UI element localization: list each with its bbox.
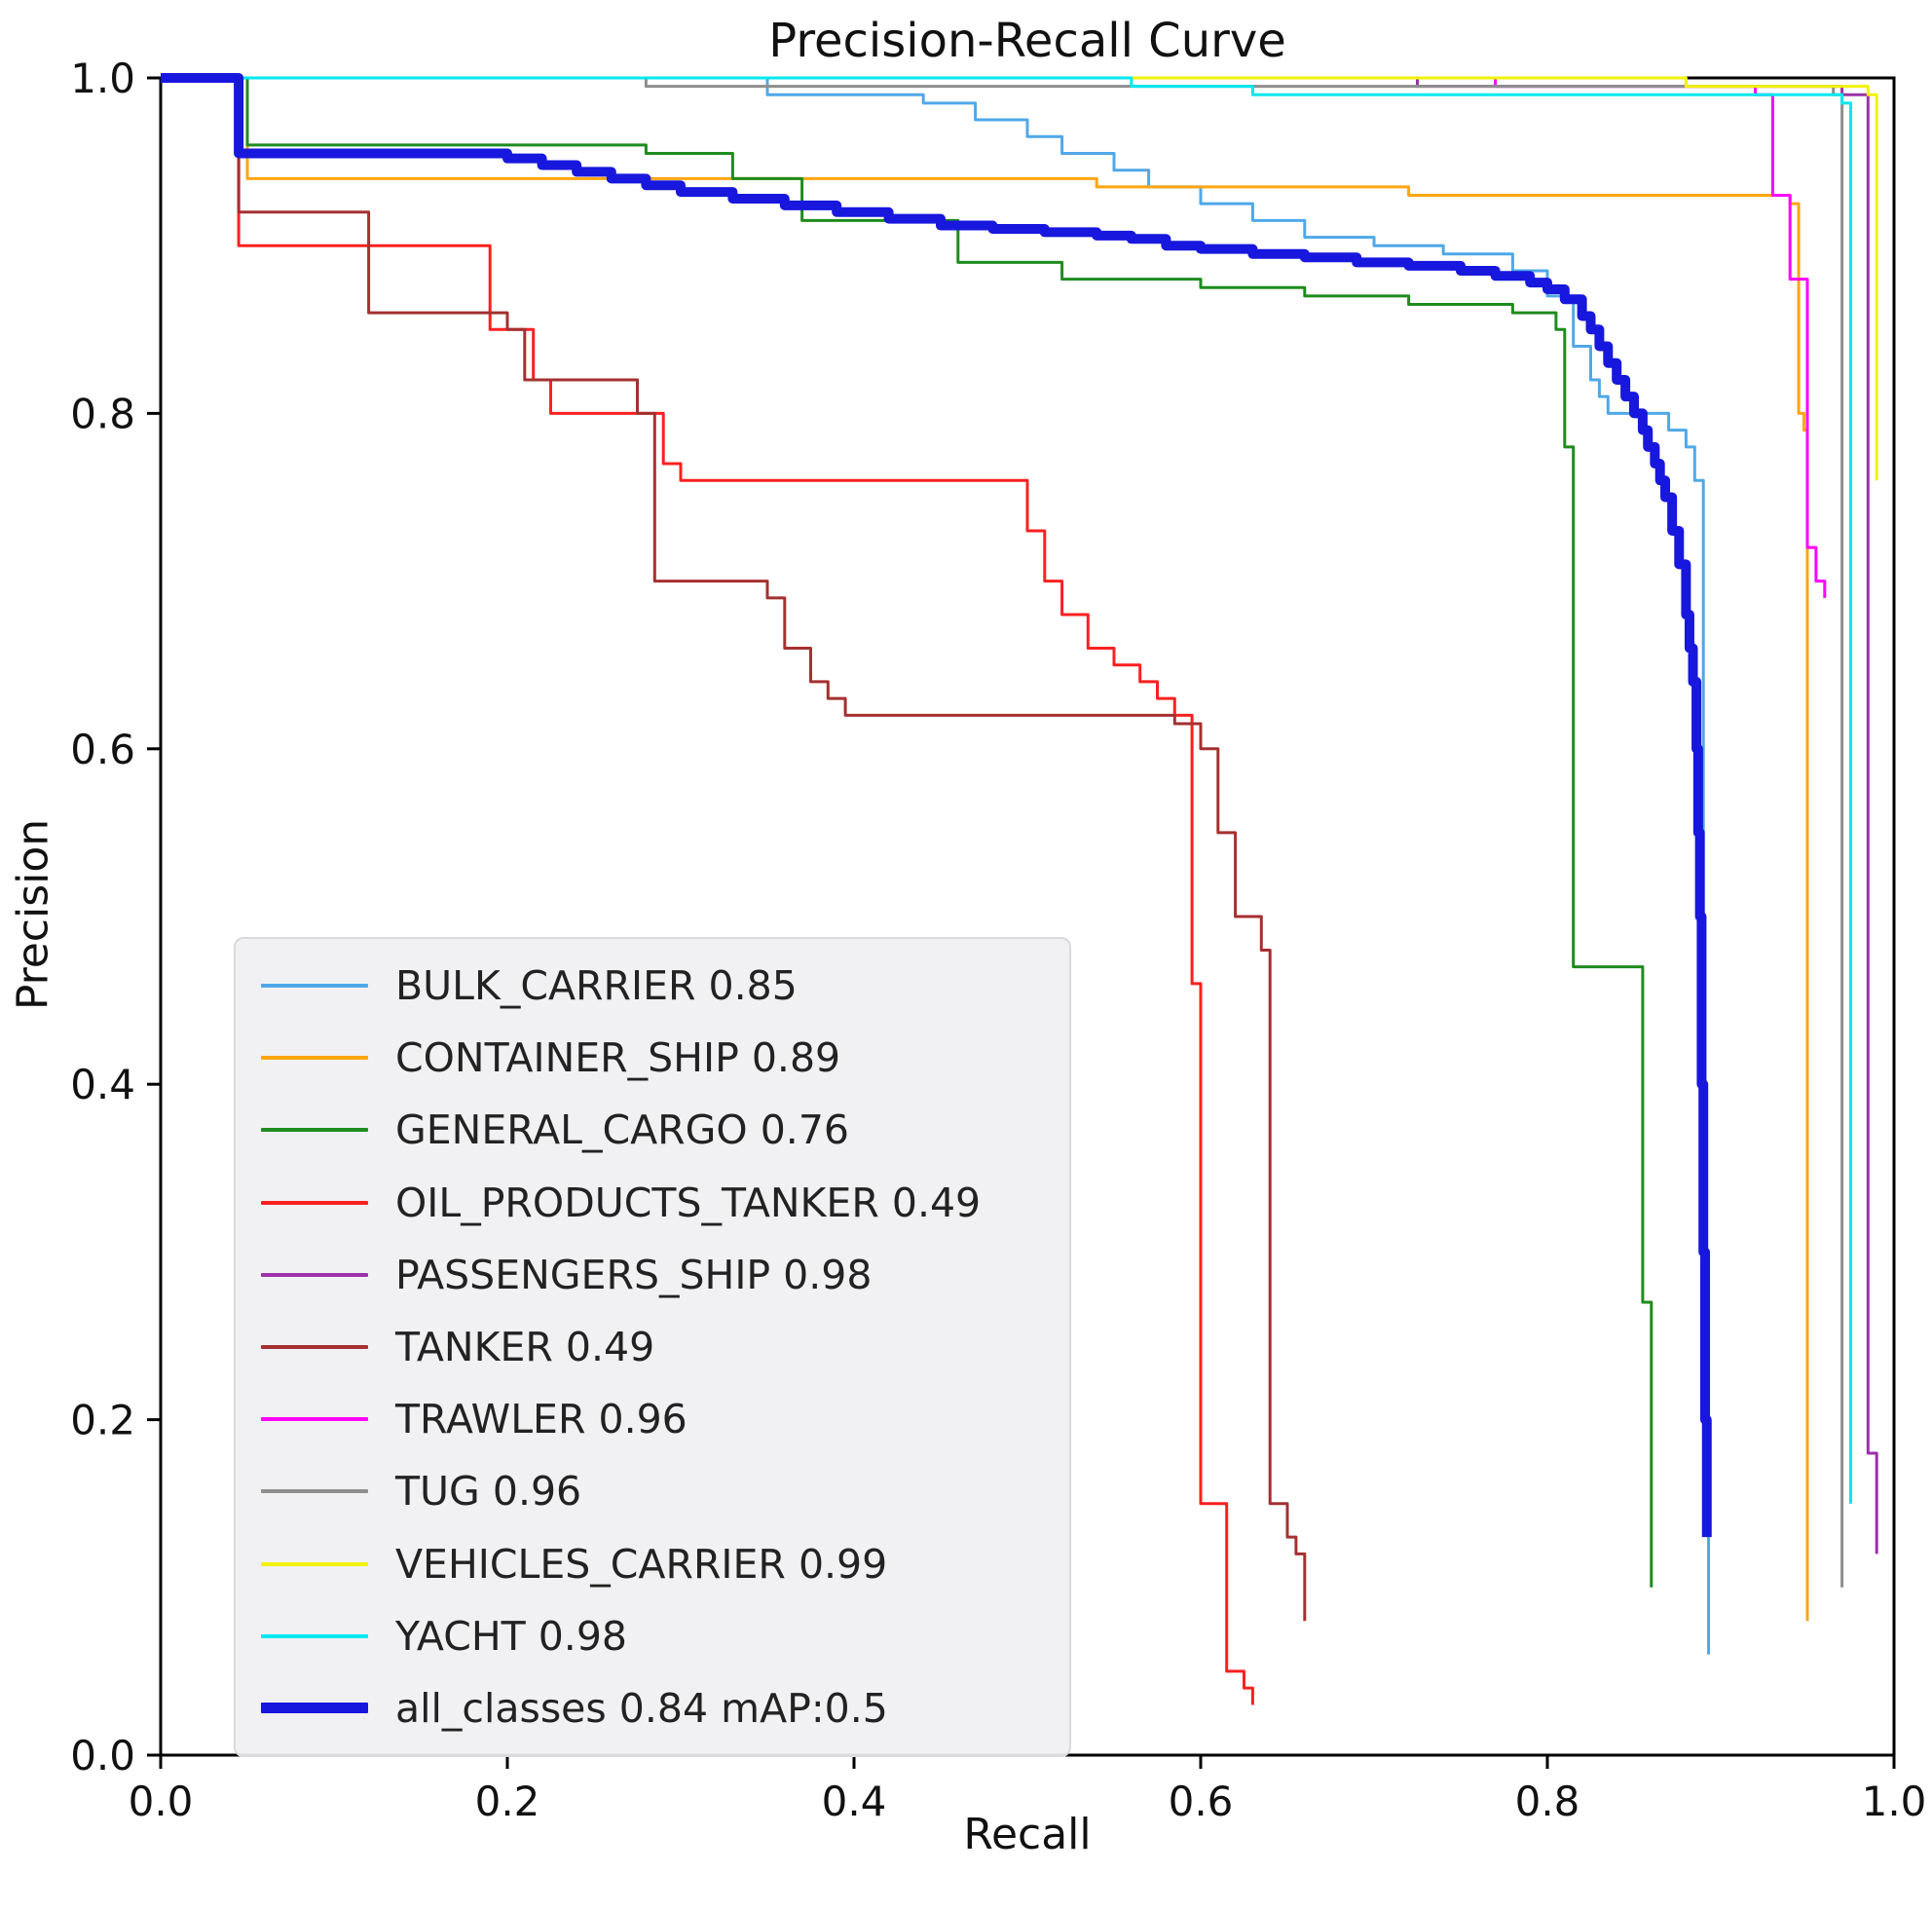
y-tick-label: 0.2 xyxy=(70,1397,135,1444)
legend-item: OIL_PRODUCTS_TANKER 0.49 xyxy=(261,1180,1036,1226)
legend-label: BULK_CARRIER 0.85 xyxy=(395,962,798,1009)
legend-line-swatch xyxy=(261,1633,368,1638)
series-line-vehicles_carrier xyxy=(161,76,1878,481)
chart-title: Precision-Recall Curve xyxy=(768,14,1286,68)
legend-line-swatch xyxy=(261,1561,368,1566)
legend-item: GENERAL_CARGO 0.76 xyxy=(261,1106,1036,1153)
y-tick-label: 0.4 xyxy=(70,1061,135,1108)
series-line-tanker xyxy=(161,76,1307,1622)
y-tick-label: 1.0 xyxy=(70,55,135,102)
legend-item: VEHICLES_CARRIER 0.99 xyxy=(261,1541,1036,1588)
legend-item: BULK_CARRIER 0.85 xyxy=(261,962,1036,1009)
legend-line-swatch xyxy=(261,1200,368,1205)
legend-label: CONTAINER_SHIP 0.89 xyxy=(395,1034,841,1082)
legend-item: TUG 0.96 xyxy=(261,1468,1036,1515)
y-axis-label: Precision xyxy=(8,818,58,1011)
legend-label: GENERAL_CARGO 0.76 xyxy=(395,1106,849,1154)
y-tick-label: 0.6 xyxy=(70,726,135,773)
legend-label: OIL_PRODUCTS_TANKER 0.49 xyxy=(395,1179,982,1226)
x-tick-label: 0.6 xyxy=(1169,1778,1234,1825)
x-tick-label: 0.0 xyxy=(129,1778,194,1825)
legend-line-swatch xyxy=(261,1056,368,1061)
legend-line-swatch xyxy=(261,1272,368,1277)
x-tick-label: 0.8 xyxy=(1515,1778,1580,1825)
legend-item: all_classes 0.84 mAP:0.5 xyxy=(261,1685,1036,1732)
legend-item: TRAWLER 0.96 xyxy=(261,1396,1036,1442)
x-tick-label: 0.2 xyxy=(475,1778,540,1825)
legend-item: TANKER 0.49 xyxy=(261,1324,1036,1370)
x-tick-label: 1.0 xyxy=(1862,1778,1927,1825)
y-tick-label: 0.8 xyxy=(70,390,135,437)
legend-line-swatch xyxy=(261,1703,368,1714)
x-axis-label: Recall xyxy=(963,1810,1092,1859)
x-tick-label: 0.4 xyxy=(822,1778,887,1825)
legend-box: BULK_CARRIER 0.85 CONTAINER_SHIP 0.89 GENE… xyxy=(234,937,1071,1757)
legend-label: TANKER 0.49 xyxy=(395,1323,655,1370)
legend-label: TUG 0.96 xyxy=(395,1468,582,1516)
series-line-all_classes xyxy=(161,73,1712,1538)
legend-label: YACHT 0.98 xyxy=(395,1612,628,1660)
legend-line-swatch xyxy=(261,984,368,988)
legend-item: CONTAINER_SHIP 0.89 xyxy=(261,1034,1036,1081)
legend-line-swatch xyxy=(261,1489,368,1494)
legend-item: PASSENGERS_SHIP 0.98 xyxy=(261,1252,1036,1298)
legend-line-swatch xyxy=(261,1417,368,1422)
series-line-yacht xyxy=(161,76,1852,1504)
legend-label: VEHICLES_CARRIER 0.99 xyxy=(395,1540,888,1588)
legend-label: TRAWLER 0.96 xyxy=(395,1396,687,1443)
series-line-general_cargo xyxy=(161,76,1653,1588)
legend-line-swatch xyxy=(261,1128,368,1133)
series-line-bulk_carrier xyxy=(161,76,1711,1655)
legend-label: PASSENGERS_SHIP 0.98 xyxy=(395,1251,873,1298)
legend-item: YACHT 0.98 xyxy=(261,1613,1036,1660)
legend-line-swatch xyxy=(261,1344,368,1349)
legend-label: all_classes 0.84 mAP:0.5 xyxy=(395,1684,888,1732)
y-tick-label: 0.0 xyxy=(70,1732,135,1779)
